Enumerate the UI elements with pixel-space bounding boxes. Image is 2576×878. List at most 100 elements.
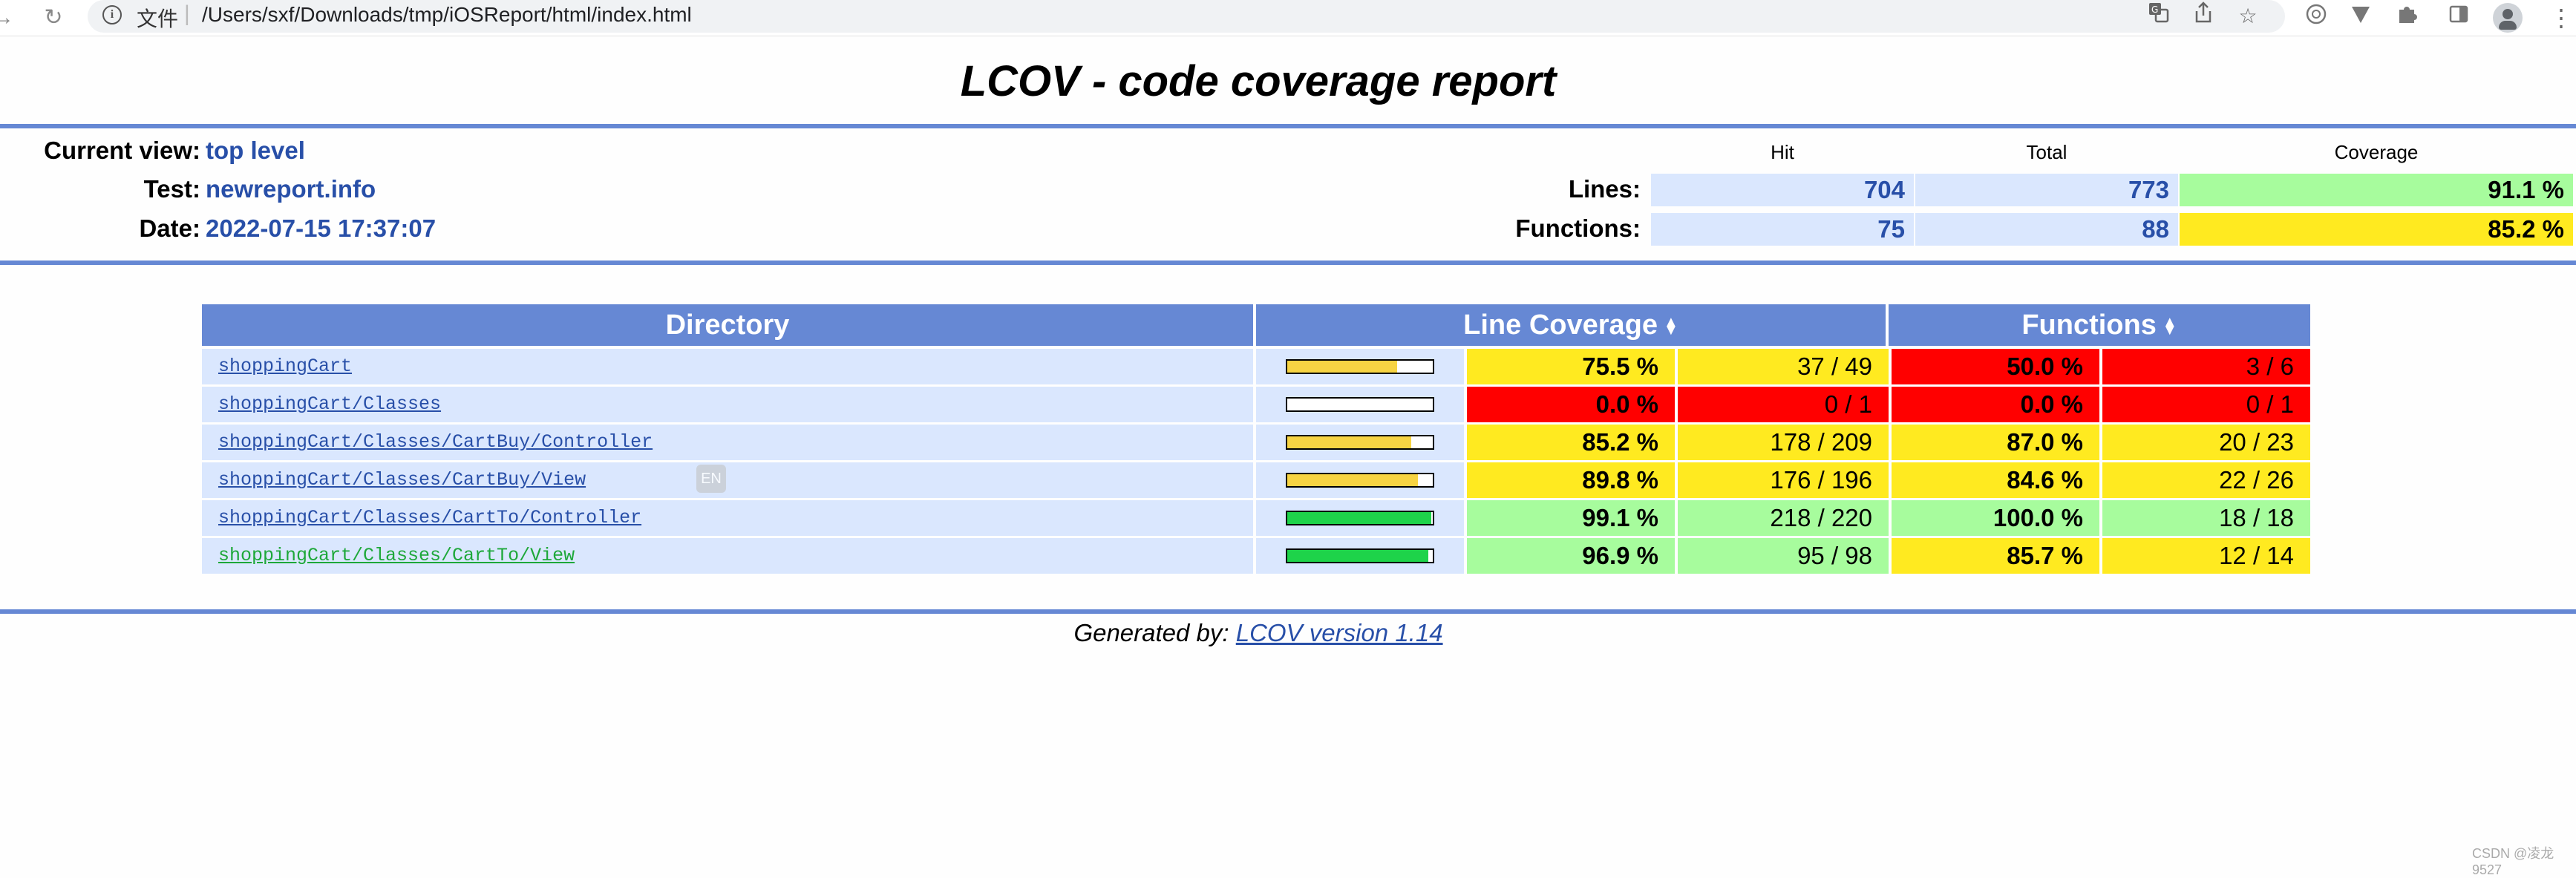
line-coverage-percent: 96.9 % [1467,538,1675,574]
sort-icon[interactable]: ▲ ▼ [1664,313,1678,338]
forward-button[interactable]: → [0,5,14,30]
directory-link[interactable]: shoppingCart/Classes [218,393,442,415]
directory-link[interactable]: shoppingCart/Classes/CartBuy/Controller [218,431,653,453]
function-coverage-ratio: 12 / 14 [2102,538,2310,574]
lines-label: Lines: [1568,175,1641,203]
browser-toolbar: → ↻ i 文件 | /Users/sxf/Downloads/tmp/iOSR… [0,0,2576,36]
star-icon[interactable]: ☆ [2238,4,2258,27]
coverage-bar-fill [1287,436,1411,448]
directory-cell: shoppingCart/Classes/CartTo/Controller [202,500,1253,536]
test-label: Test: [143,175,200,203]
functions-header-label: Functions [2021,309,2157,341]
line-coverage-ratio: 0 / 1 [1678,387,1889,422]
line-coverage-ratio: 218 / 220 [1678,500,1889,536]
line-coverage-column-header[interactable]: Line Coverage ▲ ▼ [1256,304,1886,346]
line-coverage-percent: 75.5 % [1467,349,1675,384]
translate-icon[interactable]: G [2144,1,2174,31]
info-icon[interactable]: i [102,5,122,24]
table-row: shoppingCart 75.5 % 37 / 49 50.0 % 3 / 6 [202,349,2310,384]
line-coverage-ratio: 95 / 98 [1678,538,1889,574]
date-value: 2022-07-15 17:37:07 [206,214,437,242]
directory-cell: shoppingCart/Classes [202,387,1253,422]
coverage-bar [1286,359,1434,374]
function-coverage-percent: 87.0 % [1892,425,2099,460]
function-coverage-ratio: 20 / 23 [2102,425,2310,460]
reload-button[interactable]: ↻ [44,5,63,30]
coverage-bar-fill [1287,474,1418,486]
coverage-bar-cell [1256,500,1464,536]
directory-cell: shoppingCart [202,349,1253,384]
directory-link[interactable]: shoppingCart/Classes/CartBuy/View [218,469,586,491]
coverage-bar-cell [1256,349,1464,384]
url-separator: | [184,1,190,26]
test-value: newreport.info [206,175,376,203]
lcov-version-link[interactable]: LCOV version 1.14 [1235,619,1443,646]
function-coverage-ratio: 22 / 26 [2102,462,2310,498]
coverage-bar-fill [1287,361,1397,373]
function-coverage-percent: 100.0 % [1892,500,2099,536]
line-coverage-percent: 89.8 % [1467,462,1675,498]
directory-cell: shoppingCart/Classes/CartBuy/View [202,462,1253,498]
coverage-bar [1286,397,1434,412]
coverage-bar [1286,511,1434,525]
function-coverage-percent: 84.6 % [1892,462,2099,498]
lines-hit: 704 [1651,174,1914,206]
lens-icon[interactable] [2301,3,2331,33]
functions-column-header[interactable]: Functions ▲ ▼ [1889,304,2310,346]
puzzle-icon[interactable] [2392,3,2422,33]
coverage-bar [1286,473,1434,488]
line-coverage-percent: 0.0 % [1467,387,1675,422]
coverage-bar-cell [1256,462,1464,498]
footer-prefix: Generated by: [1073,619,1236,646]
hit-column-header: Hit [1771,141,1794,163]
functions-coverage: 85.2 % [2180,213,2573,246]
url-text[interactable]: /Users/sxf/Downloads/tmp/iOSReport/html/… [202,3,692,26]
header-rule-top [0,124,2576,128]
function-coverage-percent: 0.0 % [1892,387,2099,422]
directory-link[interactable]: shoppingCart/Classes/CartTo/View [218,545,575,566]
coverage-column-header: Coverage [2334,141,2419,163]
svg-text:G: G [2151,4,2158,15]
functions-total: 88 [1915,213,2178,246]
line-coverage-percent: 99.1 % [1467,500,1675,536]
lines-total: 773 [1915,174,2178,206]
current-view-value[interactable]: top level [206,137,305,164]
coverage-bar-cell [1256,425,1464,460]
function-coverage-percent: 50.0 % [1892,349,2099,384]
function-coverage-ratio: 3 / 6 [2102,349,2310,384]
coverage-bar [1286,435,1434,450]
sort-icon[interactable]: ▲ ▼ [2162,313,2177,338]
functions-hit: 75 [1651,213,1914,246]
sidebar-icon[interactable] [2444,3,2474,33]
current-view-label: Current view: [44,137,200,164]
directory-link[interactable]: shoppingCart [218,356,353,377]
function-coverage-ratio: 0 / 1 [2102,387,2310,422]
menu-icon[interactable]: ⋮ [2549,4,2573,31]
page-title: LCOV - code coverage report [960,57,1557,105]
table-row: shoppingCart/Classes/CartBuy/View 89.8 % 1… [202,462,2310,498]
directory-cell: shoppingCart/Classes/CartBuy/Controller [202,425,1253,460]
header-rule-bottom [0,261,2576,265]
coverage-bar-cell [1256,538,1464,574]
address-bar[interactable]: i 文件 | /Users/sxf/Downloads/tmp/iOSRepor… [88,0,2285,33]
date-label: Date: [139,214,200,242]
directory-link[interactable]: shoppingCart/Classes/CartTo/Controller [218,507,642,528]
table-row: shoppingCart/Classes/CartTo/Controller 99… [202,500,2310,536]
directory-header-label: Directory [665,309,790,341]
share-icon[interactable] [2188,1,2218,31]
directory-column-header[interactable]: Directory [202,304,1253,346]
profile-icon[interactable] [2493,3,2523,33]
table-row: shoppingCart/Classes 0.0 % 0 / 1 0.0 % 0 / 1 [202,387,2310,422]
table-row: shoppingCart/Classes/CartBuy/Controller 8… [202,425,2310,460]
vpn-icon[interactable] [2346,3,2376,33]
language-badge[interactable]: EN [696,465,726,493]
directory-cell: shoppingCart/Classes/CartTo/View [202,538,1253,574]
functions-label: Functions: [1515,214,1641,242]
total-column-header: Total [2026,141,2067,163]
coverage-bar [1286,548,1434,563]
footer-rule [0,609,2576,614]
lines-coverage: 91.1 % [2180,174,2573,206]
coverage-bar-cell [1256,387,1464,422]
coverage-bar-fill [1287,512,1432,524]
line-coverage-ratio: 37 / 49 [1678,349,1889,384]
